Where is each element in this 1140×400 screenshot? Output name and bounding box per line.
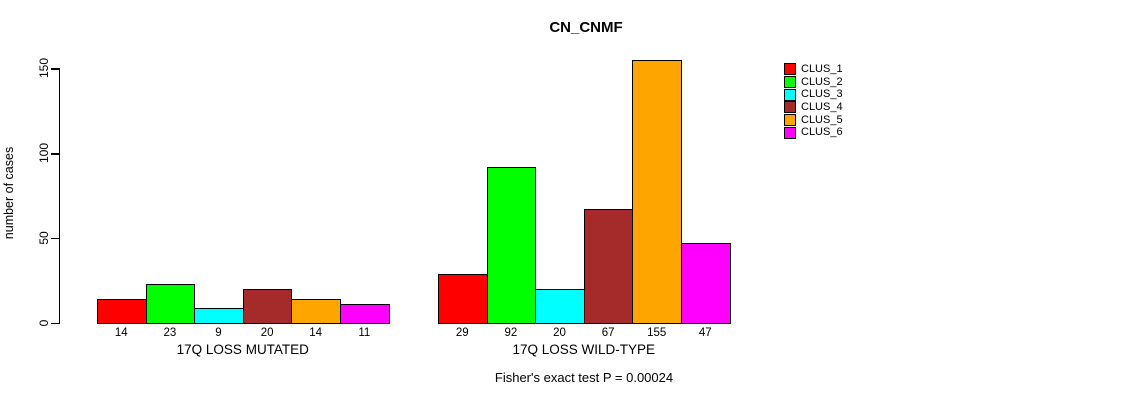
bar-clus_2-group1 (145, 283, 196, 324)
bar-value-label: 14 (114, 327, 128, 339)
bar-clus_1-group2 (438, 273, 488, 324)
bar-clus_6-group1 (340, 304, 390, 324)
y-axis-label: number of cases (2, 146, 16, 240)
legend-swatch-clus_4 (784, 101, 796, 114)
legend-row: CLUS_4 (784, 101, 843, 114)
legend-row: CLUS_2 (784, 76, 843, 89)
bar-value-label: 29 (455, 327, 469, 339)
legend-swatch-clus_6 (784, 126, 796, 139)
legend-row: CLUS_5 (784, 114, 843, 127)
y-axis-tick-label: 150 (37, 58, 51, 79)
legend-label: CLUS_4 (801, 100, 843, 113)
legend-label: CLUS_6 (801, 126, 843, 139)
bar-clus_2-group2 (486, 166, 537, 324)
bar-value-label: 67 (601, 327, 615, 339)
legend-swatch-clus_2 (784, 76, 796, 89)
group-label: 17Q LOSS MUTATED (176, 342, 309, 357)
group-label: 17Q LOSS WILD-TYPE (512, 342, 656, 357)
y-axis-tick (51, 68, 59, 70)
bar-value-label: 14 (309, 327, 323, 339)
bar-value-label: 47 (698, 327, 712, 339)
legend-row: CLUS_3 (784, 88, 843, 101)
legend-row: CLUS_6 (784, 126, 843, 139)
y-axis-tick (51, 323, 59, 325)
bar-value-label: 155 (647, 327, 667, 339)
bar-clus_5-group2 (632, 59, 682, 324)
y-axis-tick (51, 238, 59, 240)
legend-label: CLUS_3 (801, 88, 843, 101)
y-axis-tick-label: 50 (37, 231, 51, 245)
legend-row: CLUS_1 (784, 63, 843, 76)
bar-clus_5-group1 (291, 299, 341, 324)
bar-clus_4-group1 (242, 289, 293, 324)
legend-label: CLUS_5 (801, 113, 843, 126)
legend-swatch-clus_5 (784, 114, 796, 127)
bar-value-label: 20 (260, 327, 274, 339)
bar-value-label: 23 (163, 327, 177, 339)
bar-clus_4-group2 (583, 209, 634, 324)
legend-swatch-clus_1 (784, 63, 796, 76)
bar-clus_3-group2 (535, 289, 585, 324)
bar-clus_3-group1 (194, 307, 244, 324)
legend-label: CLUS_2 (801, 75, 843, 88)
legend: CLUS_1 CLUS_2 CLUS_3 CLUS_4 CLUS_5 CLUS_6 (784, 63, 843, 139)
bar-clus_1-group1 (97, 299, 147, 324)
bar-clus_6-group2 (681, 243, 731, 324)
y-axis-line (59, 68, 61, 324)
bar-value-label: 20 (553, 327, 566, 339)
bar-value-label: 9 (215, 327, 222, 339)
y-axis-tick (51, 153, 59, 155)
legend-label: CLUS_1 (801, 62, 843, 75)
y-axis-tick-label: 100 (37, 143, 51, 164)
chart-title: CN_CNMF (549, 19, 623, 36)
footer-note: Fisher's exact test P = 0.00024 (494, 370, 674, 385)
y-axis-tick-label: 0 (37, 319, 51, 327)
bar-value-label: 11 (358, 327, 371, 339)
bar-value-label: 92 (504, 327, 518, 339)
legend-swatch-clus_3 (784, 88, 796, 101)
